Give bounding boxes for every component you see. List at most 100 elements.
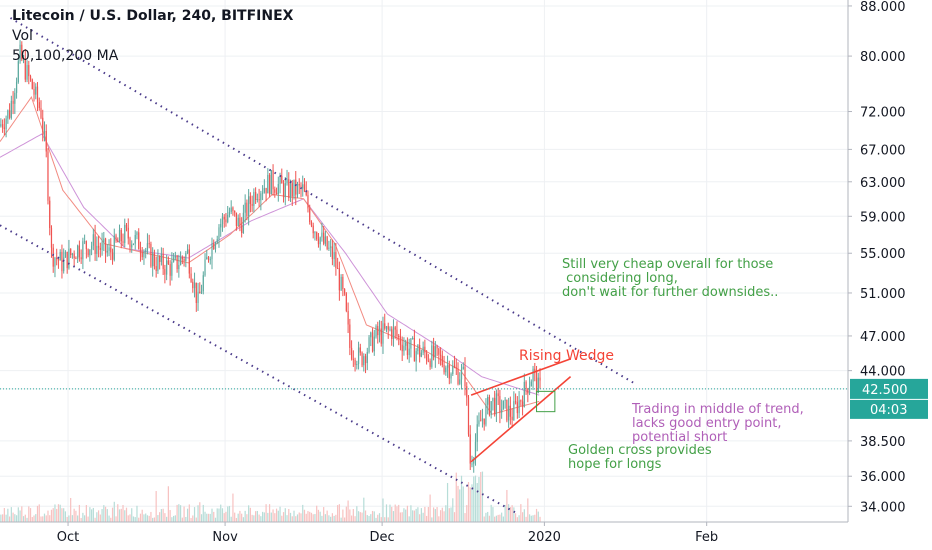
volume-bar [207, 513, 210, 522]
volume-bar [490, 504, 492, 522]
volume-bar [132, 516, 135, 522]
candle-body [96, 245, 98, 254]
candle-body [24, 58, 26, 80]
candle-body [70, 248, 72, 256]
y-tick-label: 72.000 [860, 106, 906, 121]
ma-label: 50,100,200 MA [12, 48, 119, 64]
volume-bar [457, 485, 459, 522]
volume-bar [480, 471, 482, 522]
candle-body [77, 245, 79, 259]
volume-bar [21, 506, 23, 522]
volume-bar [202, 504, 204, 522]
candle-body [234, 210, 236, 213]
candle-body [361, 352, 363, 366]
candle-body [171, 261, 173, 276]
candle-body [193, 282, 196, 289]
candle-body [61, 251, 63, 272]
candle-body [49, 200, 51, 229]
y-tick-label: 63.000 [860, 176, 906, 191]
candle-body [167, 260, 169, 265]
candle-body [230, 207, 232, 212]
volume-bar [453, 512, 456, 522]
volume-bar [398, 504, 400, 522]
candle-body [2, 124, 4, 128]
candle-body [258, 199, 260, 201]
volume-bar [330, 516, 332, 522]
candle-body [190, 273, 192, 282]
candle-body [251, 203, 253, 206]
volume-bar [84, 515, 86, 522]
candle-body [108, 247, 110, 251]
candle-body [52, 247, 54, 267]
volume-bar [117, 504, 119, 522]
volume-bar [124, 510, 126, 522]
volume-bar [495, 515, 498, 522]
candle-body [38, 102, 40, 108]
candle-body [92, 234, 94, 246]
volume-bar [392, 511, 395, 522]
volume-bar [501, 512, 503, 522]
candle-body [335, 252, 337, 269]
candle-body [26, 65, 28, 80]
candle-body [310, 221, 313, 226]
candle-body [118, 229, 121, 243]
candle-body [261, 192, 264, 194]
volume-bar [50, 509, 53, 522]
volume-bar [333, 515, 335, 522]
candle-body [260, 193, 262, 201]
volume-bar [157, 515, 159, 522]
candle-body [530, 381, 532, 387]
lower-trendline [0, 224, 519, 515]
candle-body [509, 405, 511, 417]
candle-body [478, 420, 480, 425]
candle-body [94, 234, 96, 254]
candle-body [244, 202, 246, 213]
candle-body [127, 227, 129, 239]
volume-bar [35, 514, 37, 522]
candle-body [131, 244, 133, 248]
candle-body [97, 245, 100, 248]
volume-bar [518, 515, 520, 522]
volume-bar [17, 507, 19, 522]
candle-body [228, 211, 231, 216]
candle-body [174, 255, 176, 258]
volume-bar [527, 498, 529, 522]
candle-body [378, 328, 381, 336]
volume-bar [502, 516, 505, 522]
candle-body [150, 243, 152, 267]
volume-bar [24, 514, 26, 522]
volume-bar [326, 510, 328, 522]
candle-body [117, 240, 119, 243]
candle-body [324, 236, 327, 244]
volume-bar [277, 510, 279, 522]
candle-body [45, 131, 47, 152]
candle-body [157, 256, 159, 272]
candle-body [415, 351, 417, 362]
candle-body [525, 381, 527, 389]
volume-bar [323, 507, 325, 522]
candle-body [132, 243, 135, 245]
volume-bar [108, 515, 110, 522]
candle-body [211, 243, 213, 260]
candle-body [124, 224, 126, 243]
volume-bar [71, 515, 74, 522]
volume-bar [141, 509, 143, 522]
volume-bar [152, 517, 154, 522]
volume-bar [295, 516, 297, 522]
volume-bar [235, 517, 238, 522]
candle-body [3, 127, 5, 130]
volume-bar [73, 508, 75, 522]
legend: Litecoin / U.S. Dollar, 240, BITFINEX Vo… [12, 6, 293, 66]
volume-bar [422, 512, 424, 522]
candle-body [352, 358, 354, 360]
volume-bar [162, 508, 164, 522]
volume-bar [424, 506, 426, 522]
volume-bar [359, 512, 361, 522]
volume-bar [464, 513, 466, 522]
candle-body [516, 402, 518, 414]
candle-body [99, 247, 101, 250]
candle-body [502, 400, 505, 410]
volume-bar [234, 512, 236, 522]
candle-body [120, 229, 122, 242]
candle-body [446, 365, 449, 368]
